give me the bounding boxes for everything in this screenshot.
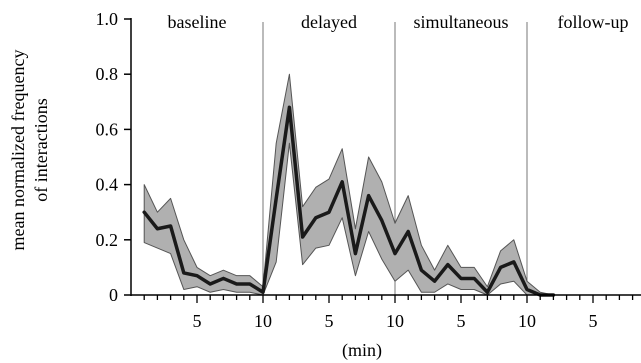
x-tick-label: 10 (386, 311, 404, 331)
mean-line-path (142, 105, 556, 297)
y-axis-title-line: of interactions (31, 98, 51, 201)
y-tick-label: 0.6 (96, 119, 119, 139)
y-tick-label: 1.0 (96, 9, 119, 29)
y-tick-label: 0.2 (96, 230, 119, 250)
axes (130, 18, 641, 296)
y-ticks: 0 0.2 0.4 0.6 0.8 1.0 (96, 9, 131, 305)
x-tick-label: 5 (589, 311, 598, 331)
y-tick-label: 0 (109, 285, 118, 305)
x-tick-label: 5 (193, 311, 202, 331)
x-tick-label: 10 (254, 311, 272, 331)
phase-label: follow-up (558, 12, 629, 32)
x-ticks: 5 10 5 10 5 10 5 (143, 295, 634, 331)
phase-labels: baseline delayed simultaneous follow-up (168, 12, 629, 32)
confidence-band-area (143, 73, 554, 296)
phase-label: baseline (168, 12, 227, 32)
phase-label: delayed (301, 12, 357, 32)
y-axis-title: mean normalized frequency of interactions (8, 50, 51, 251)
phase-label: simultaneous (414, 12, 509, 32)
x-tick-label: 5 (325, 311, 334, 331)
x-axis-label: (min) (342, 340, 382, 361)
confidence-band (143, 73, 554, 296)
y-tick-label: 0.4 (96, 175, 119, 195)
x-tick-label: 5 (457, 311, 466, 331)
y-axis-title-line: mean normalized frequency (8, 50, 28, 251)
mean-line (142, 105, 556, 297)
y-tick-label: 0.8 (96, 64, 119, 84)
x-tick-label: 10 (518, 311, 536, 331)
